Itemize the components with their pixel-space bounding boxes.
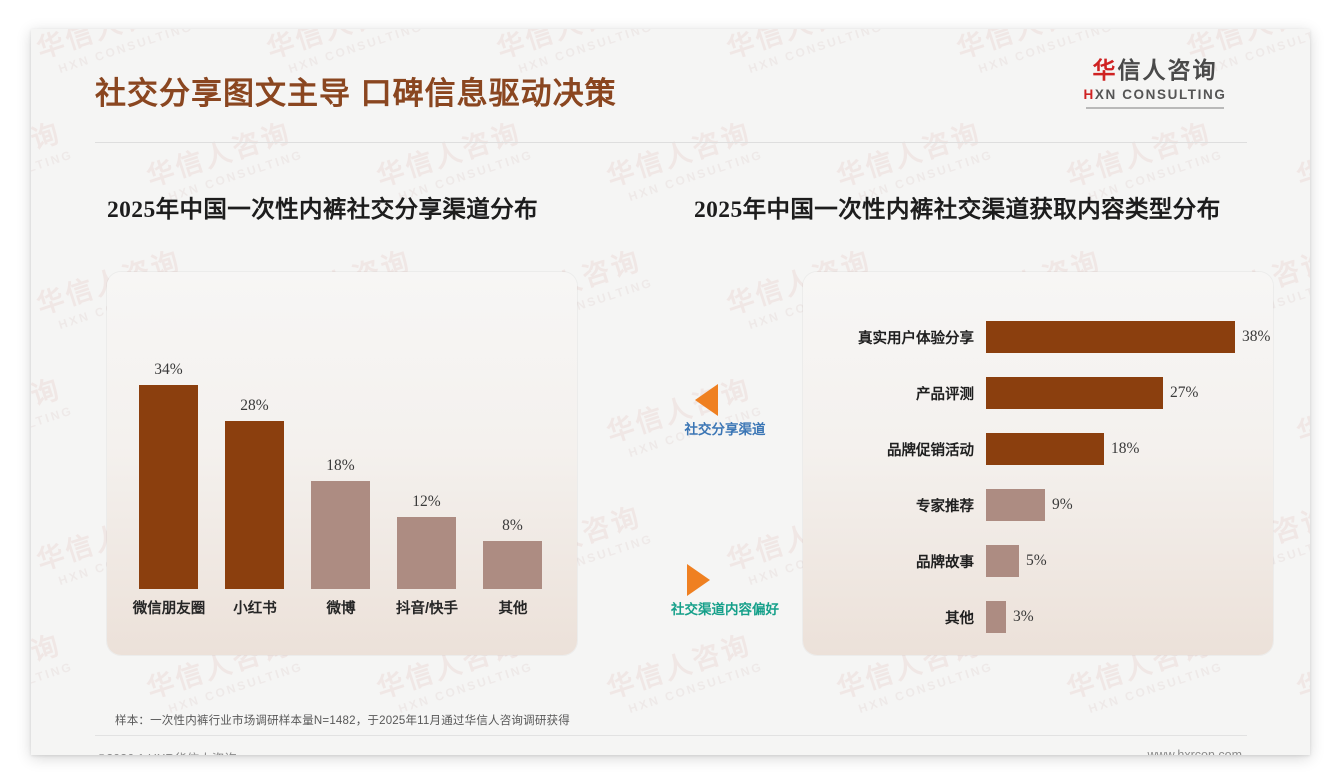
bar-rect[interactable] <box>986 545 1019 577</box>
header-divider <box>95 142 1247 143</box>
category-axis-label: 品牌促销活动 <box>887 442 974 459</box>
connector-label-bottom: 社交渠道内容偏好 <box>671 602 779 617</box>
logo-underline <box>1086 106 1224 109</box>
logo-english-rest: XN CONSULTING <box>1094 86 1227 102</box>
footer-website: www.hxrcon.com <box>1147 748 1242 755</box>
bar-value-label: 18% <box>1111 440 1140 457</box>
vertical-bar-chart: 34% 微信朋友圈 28% 小红书 18% 微博 12% 抖音/快手 8% 其他 <box>131 329 561 617</box>
category-axis-label: 真实用户体验分享 <box>858 330 974 347</box>
horizontal-bar-row[interactable]: 专家推荐 9% <box>831 489 1291 521</box>
bar-rect[interactable] <box>986 489 1045 521</box>
vertical-bar-column[interactable]: 28% <box>225 397 284 589</box>
category-axis-label: 专家推荐 <box>916 498 974 515</box>
footer-divider <box>95 735 1247 736</box>
bar-rect[interactable] <box>986 433 1104 465</box>
horizontal-bar-row[interactable]: 其他 3% <box>831 601 1291 633</box>
bar-value-label: 3% <box>1013 608 1034 625</box>
bar-value-label: 28% <box>240 397 269 414</box>
category-axis-label: 其他 <box>945 610 974 627</box>
vertical-bar-column[interactable]: 12% <box>397 493 456 589</box>
vertical-bar-column[interactable]: 8% <box>483 517 542 589</box>
bar-value-label: 34% <box>154 361 183 378</box>
bar-rect[interactable] <box>397 517 456 589</box>
bar-value-label: 5% <box>1026 552 1047 569</box>
connector-content-preference: 社交渠道内容偏好 <box>617 564 833 618</box>
bar-rect[interactable] <box>986 601 1006 633</box>
triangle-left-icon <box>695 384 718 416</box>
bar-value-label: 12% <box>412 493 441 510</box>
chart-title-left: 2025年中国一次性内裤社交分享渠道分布 <box>107 197 538 223</box>
category-axis-label: 抖音/快手 <box>395 601 459 617</box>
bar-rect[interactable] <box>225 421 284 589</box>
bar-rect[interactable] <box>986 321 1235 353</box>
horizontal-bar-row[interactable]: 品牌促销活动 18% <box>831 433 1291 465</box>
horizontal-bar-chart: 真实用户体验分享 38% 产品评测 27% 品牌促销活动 18% 专家推荐 9% 品牌故事 5% 其… <box>831 321 1291 651</box>
bar-rect[interactable] <box>139 385 198 589</box>
page-title: 社交分享图文主导 口碑信息驱动决策 <box>95 76 617 111</box>
company-logo: 华信人咨询 HXN CONSULTING <box>1065 57 1245 109</box>
bar-value-label: 9% <box>1052 496 1073 513</box>
logo-chinese-accent: 华 <box>1092 57 1118 83</box>
bar-value-label: 27% <box>1170 384 1199 401</box>
category-axis-label: 品牌故事 <box>916 554 974 571</box>
triangle-right-icon <box>687 564 710 596</box>
bar-value-label: 38% <box>1242 328 1271 345</box>
slide-header: 社交分享图文主导 口碑信息驱动决策 华信人咨询 HXN CONSULTING <box>31 29 1310 151</box>
bar-rect[interactable] <box>311 481 370 589</box>
vertical-bar-column[interactable]: 34% <box>139 361 198 589</box>
footer-copyright: ©2026.1 HXR华信人咨询 <box>97 748 237 755</box>
horizontal-bar-row[interactable]: 品牌故事 5% <box>831 545 1291 577</box>
category-axis-label: 产品评测 <box>916 386 974 403</box>
horizontal-bar-row[interactable]: 产品评测 27% <box>831 377 1291 409</box>
bar-value-label: 8% <box>502 517 523 534</box>
bar-rect[interactable] <box>986 377 1163 409</box>
chart-title-right: 2025年中国一次性内裤社交渠道获取内容类型分布 <box>694 197 1221 223</box>
bar-value-label: 18% <box>326 457 355 474</box>
vertical-bar-column[interactable]: 18% <box>311 457 370 589</box>
bar-rect[interactable] <box>483 541 542 589</box>
sample-footnote: 样本：一次性内裤行业市场调研样本量N=1482，于2025年11月通过华信人咨询… <box>115 715 570 727</box>
logo-chinese: 华信人咨询 <box>1065 57 1245 84</box>
connector-label-top: 社交分享渠道 <box>684 422 766 437</box>
category-axis-label: 其他 <box>498 601 528 617</box>
logo-english: HXN CONSULTING <box>1065 87 1245 102</box>
category-axis-label: 微信朋友圈 <box>132 601 206 617</box>
logo-english-accent: H <box>1083 86 1095 102</box>
horizontal-bar-row[interactable]: 真实用户体验分享 38% <box>831 321 1291 353</box>
category-axis-label: 微博 <box>326 601 356 617</box>
connector-social-share-channel: 社交分享渠道 <box>617 384 833 438</box>
logo-chinese-rest: 信人咨询 <box>1117 57 1218 83</box>
category-axis-label: 小红书 <box>233 601 277 617</box>
